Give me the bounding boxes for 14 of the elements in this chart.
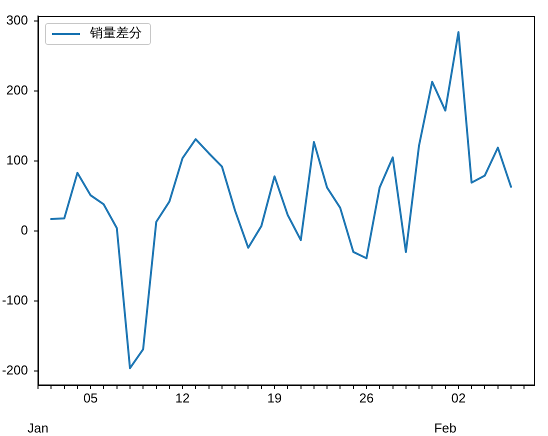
y-tick-label: 200	[6, 82, 28, 98]
x-tick-label: 05	[83, 390, 98, 406]
x-tick-label: 26	[359, 390, 374, 406]
x-tick-label: 12	[175, 390, 190, 406]
legend-label: 销量差分	[90, 26, 142, 42]
y-tick-label: 300	[6, 12, 28, 28]
x-tick-label: 02	[451, 390, 466, 406]
y-tick-label: 0	[20, 222, 28, 238]
y-tick-label: -200	[2, 362, 28, 378]
x2-tick-label: Feb	[434, 420, 457, 436]
x-tick-label: 19	[267, 390, 282, 406]
y-tick-label: 100	[6, 152, 28, 168]
y-tick-label: -100	[2, 292, 28, 308]
x2-tick-label: Jan	[28, 420, 48, 436]
